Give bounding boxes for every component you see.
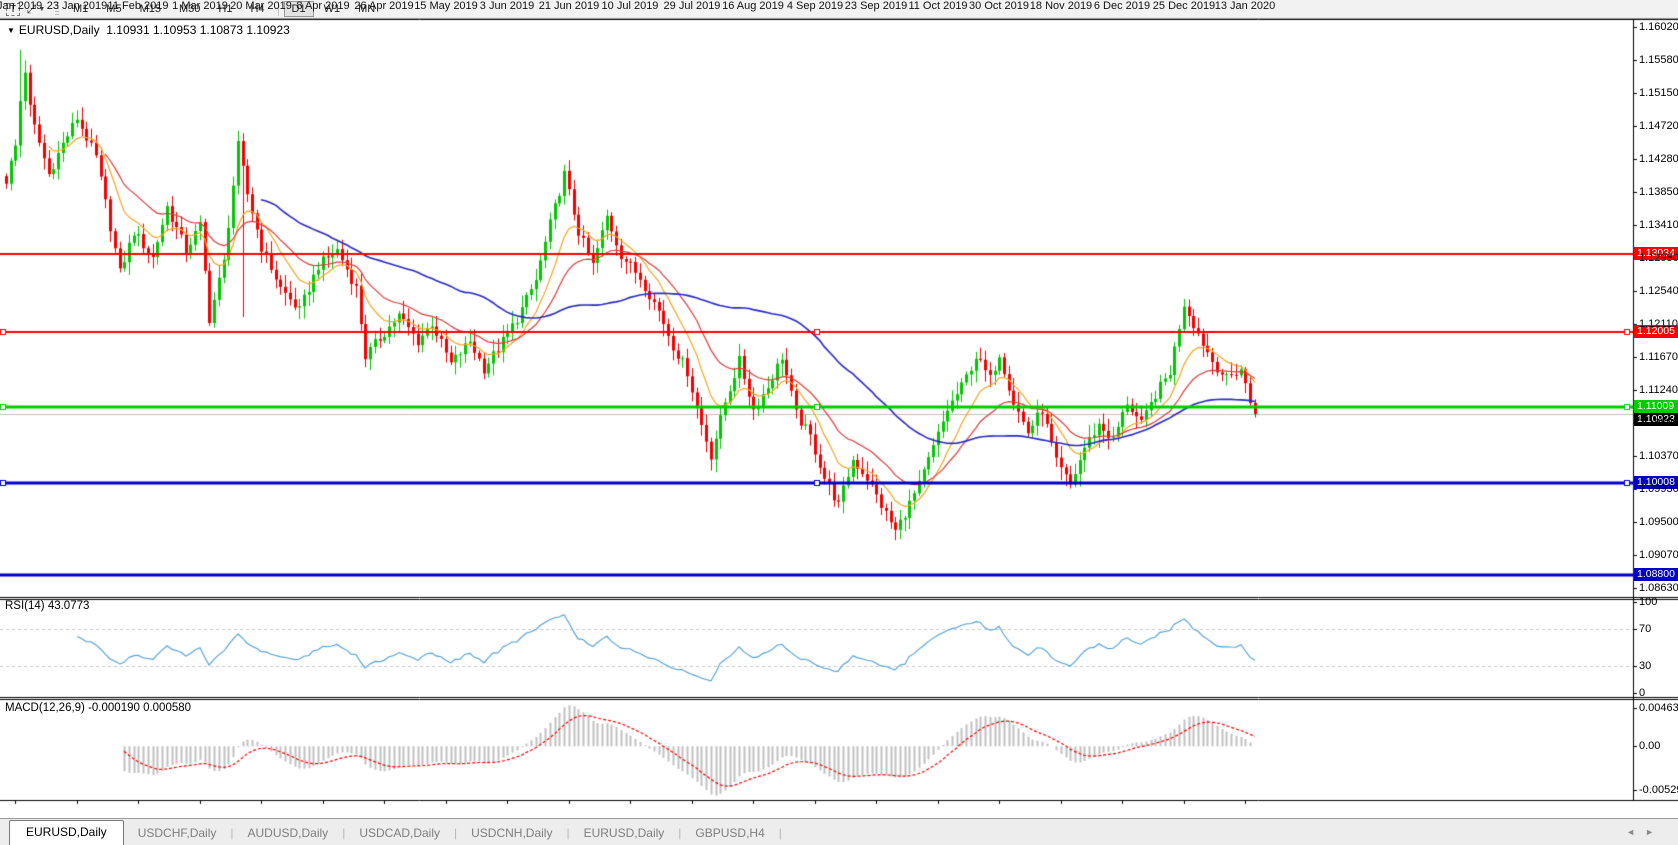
rsi-indicator-label: RSI(14) 43.0773 bbox=[5, 600, 90, 612]
tab-separator: | bbox=[342, 826, 346, 840]
tab-audusd-daily[interactable]: AUDUSD,Daily bbox=[247, 826, 329, 840]
tab-usdchf-daily[interactable]: USDCHF,Daily bbox=[137, 826, 217, 840]
price-axis-tick: 1.11670 bbox=[1639, 351, 1678, 363]
price-axis-tick: 1.12980 bbox=[1639, 252, 1678, 264]
price-axis-tick: 1.09070 bbox=[1639, 549, 1678, 561]
chart-quotes-label: 1.10931 1.10953 1.10873 1.10923 bbox=[106, 23, 290, 37]
price-axis-tick: 1.09500 bbox=[1639, 516, 1678, 528]
chart-tab-bar: EURUSD,Daily USDCHF,Daily | AUDUSD,Daily |… bbox=[0, 818, 1678, 845]
macd-indicator-label: MACD(12,26,9) -0.000190 0.000580 bbox=[5, 702, 192, 714]
collapse-triangle-icon[interactable]: ▼ bbox=[7, 26, 15, 35]
date-axis-tick: 10 Jul 2019 bbox=[601, 0, 659, 12]
price-axis-tick: 1.09930 bbox=[1639, 483, 1678, 495]
date-axis-tick: 25 Dec 2019 bbox=[1152, 0, 1216, 12]
price-axis-tick: 1.13850 bbox=[1639, 186, 1678, 198]
price-axis-tick: 1.10800 bbox=[1639, 417, 1678, 429]
price-axis-tick: 1.15150 bbox=[1639, 87, 1678, 99]
rsi-axis-tick: 0 bbox=[1639, 687, 1646, 699]
tab-usdcnh-daily[interactable]: USDCNH,Daily bbox=[471, 826, 553, 840]
price-axis-tick: 1.14280 bbox=[1639, 153, 1678, 165]
rsi-axis-tick: 70 bbox=[1639, 623, 1652, 635]
date-axis-tick: 26 Apr 2019 bbox=[354, 0, 414, 12]
date-axis-tick: 21 Jun 2019 bbox=[538, 0, 600, 12]
price-badge-support-green[interactable]: 1.11009 bbox=[1634, 400, 1678, 413]
macd-axis-tick: -0.00529 bbox=[1639, 784, 1678, 796]
price-axis-tick: 1.16020 bbox=[1639, 21, 1678, 33]
date-axis-tick: 4 Jan 2019 bbox=[0, 0, 43, 12]
price-badge-resistance[interactable]: 1.12005 bbox=[1634, 325, 1678, 338]
chart-symbol-label: EURUSD,Daily bbox=[18, 23, 100, 37]
price-badge-support-lower[interactable]: 1.08800 bbox=[1634, 568, 1678, 581]
chart-header[interactable]: ▼ EURUSD,Daily 1.10931 1.10953 1.10873 1.… bbox=[7, 23, 290, 37]
date-axis-tick: 23 Jan 2019 bbox=[46, 0, 108, 12]
date-axis-tick: 11 Feb 2019 bbox=[107, 0, 169, 12]
date-axis-tick: 16 Aug 2019 bbox=[722, 0, 784, 12]
scroll-right-icon[interactable]: ► bbox=[1645, 827, 1664, 837]
tab-separator: | bbox=[566, 826, 570, 840]
date-axis-tick: 18 Nov 2019 bbox=[1029, 0, 1093, 12]
tab-eurusd-daily-2[interactable]: EURUSD,Daily bbox=[583, 826, 665, 840]
date-axis-tick: 8 Apr 2019 bbox=[296, 0, 350, 12]
date-axis-tick: 11 Oct 2019 bbox=[908, 0, 968, 12]
tab-usdcad-daily[interactable]: USDCAD,Daily bbox=[359, 826, 440, 840]
date-axis-tick: 6 Dec 2019 bbox=[1093, 0, 1151, 12]
tab-separator: | bbox=[230, 826, 234, 840]
tab-separator: | bbox=[678, 826, 682, 840]
tab-separator: | bbox=[778, 826, 782, 840]
price-axis-tick: 1.13410 bbox=[1639, 219, 1678, 231]
tab-separator: | bbox=[454, 826, 458, 840]
date-axis-tick: 3 Jun 2019 bbox=[479, 0, 535, 12]
date-axis-tick: 20 Mar 2019 bbox=[230, 0, 292, 12]
price-axis-tick: 1.10370 bbox=[1639, 450, 1678, 462]
price-axis-tick: 1.15580 bbox=[1639, 54, 1678, 66]
price-axis-tick: 1.08630 bbox=[1639, 582, 1678, 594]
tab-scroll-arrows[interactable]: ◄► bbox=[1626, 827, 1664, 837]
price-badge-support-blue[interactable]: 1.10008 bbox=[1634, 476, 1678, 489]
price-badge-resistance-upper[interactable]: 1.13034 bbox=[1634, 247, 1678, 260]
rsi-axis-tick: 30 bbox=[1639, 660, 1652, 672]
price-axis-tick: 1.11240 bbox=[1639, 384, 1678, 396]
price-axis-tick: 1.12540 bbox=[1639, 285, 1678, 297]
price-badge-current-price: 1.10923 bbox=[1634, 413, 1678, 426]
date-axis-tick: 30 Oct 2019 bbox=[969, 0, 1029, 12]
date-axis-tick: 13 Jan 2020 bbox=[1214, 0, 1276, 12]
date-axis-tick: 29 Jul 2019 bbox=[663, 0, 721, 12]
macd-axis-tick: 0.00463 bbox=[1639, 702, 1678, 714]
date-axis-tick: 1 Mar 2019 bbox=[172, 0, 228, 12]
date-axis-tick: 23 Sep 2019 bbox=[844, 0, 908, 12]
date-axis-tick: 4 Sep 2019 bbox=[786, 0, 844, 12]
date-axis-tick: 15 May 2019 bbox=[414, 0, 478, 12]
price-axis-tick: 1.14720 bbox=[1639, 120, 1678, 132]
rsi-axis-tick: 100 bbox=[1639, 596, 1658, 608]
scroll-left-icon[interactable]: ◄ bbox=[1626, 827, 1646, 837]
tab-gbpusd-h4[interactable]: GBPUSD,H4 bbox=[695, 826, 765, 840]
macd-axis-tick: 0.00 bbox=[1639, 740, 1661, 752]
price-axis-tick: 1.12110 bbox=[1639, 318, 1678, 330]
tab-eurusd-daily[interactable]: EURUSD,Daily bbox=[9, 820, 124, 845]
